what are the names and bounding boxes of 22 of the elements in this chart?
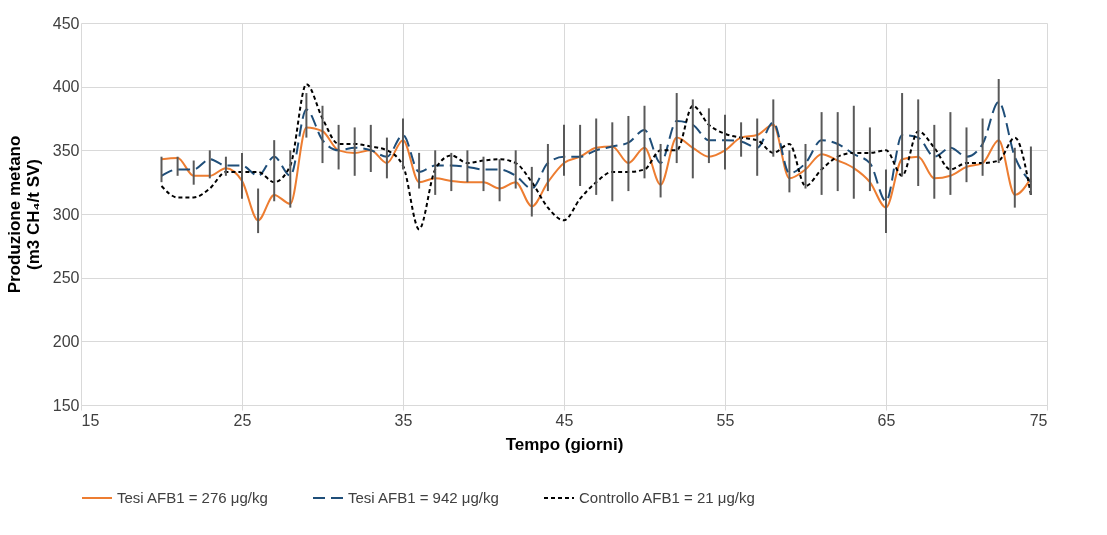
x-tick-label: 75 xyxy=(1029,411,1048,429)
y-tick-label: 400 xyxy=(52,78,80,96)
y-tick-label: 250 xyxy=(52,269,80,287)
y-tick-label: 150 xyxy=(52,396,80,414)
legend-label: Tesi AFB1 = 942 μg/kg xyxy=(348,489,499,506)
x-tick-label: 35 xyxy=(394,411,413,429)
x-tick-label: 55 xyxy=(716,411,735,429)
x-tick-label: 25 xyxy=(233,411,252,429)
line-series xyxy=(160,100,1032,203)
legend-label: Controllo AFB1 = 21 μg/kg xyxy=(579,489,755,506)
x-tick-label: 45 xyxy=(555,411,574,429)
y-tick-label: 450 xyxy=(52,14,80,32)
legend-label: Tesi AFB1 = 276 μg/kg xyxy=(117,489,268,506)
line-series xyxy=(160,123,1032,222)
x-tick-label: 15 xyxy=(81,411,100,429)
x-tick-label: 65 xyxy=(877,411,896,429)
y-axis-title: Produzione metano (m3 CH₄/t SV) xyxy=(4,135,43,294)
y-tick-label: 350 xyxy=(52,141,80,159)
line-series xyxy=(160,83,1032,231)
y-tick-label: 200 xyxy=(52,332,80,350)
x-axis-title: Tempo (giorni) xyxy=(505,434,624,454)
y-tick-label: 300 xyxy=(52,205,80,223)
